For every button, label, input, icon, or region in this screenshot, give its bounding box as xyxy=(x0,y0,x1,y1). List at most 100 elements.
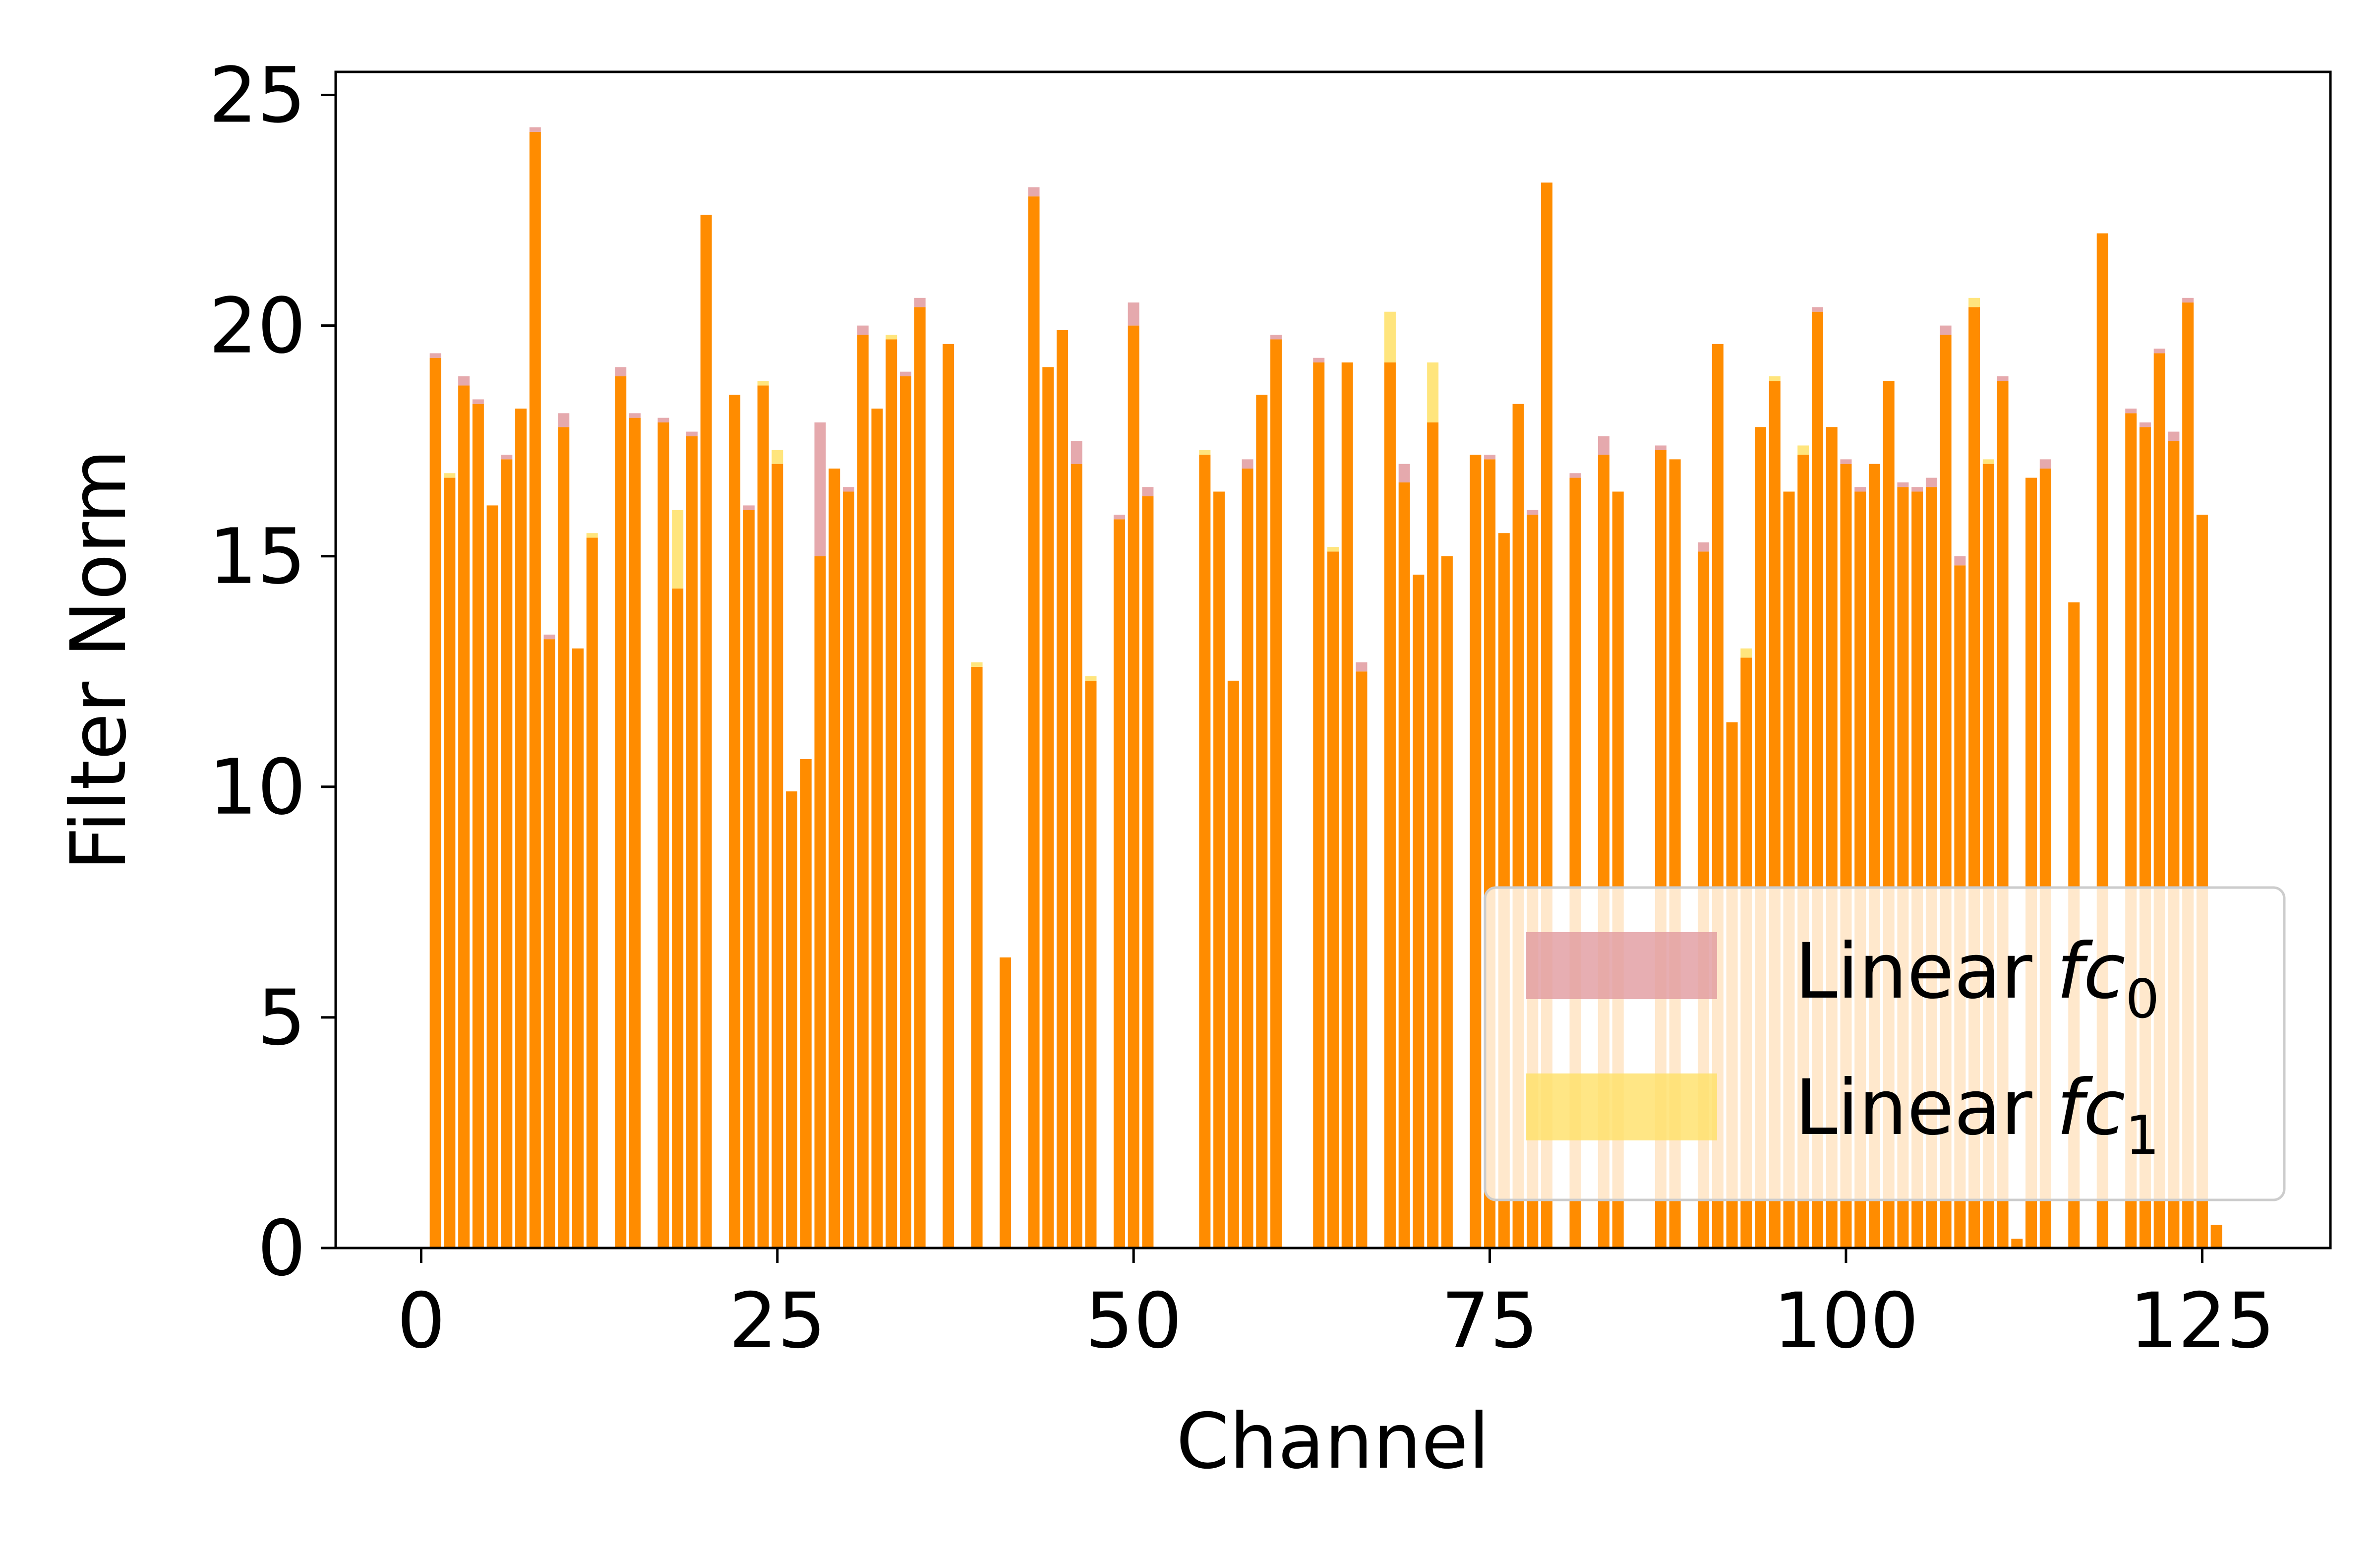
bars-layer xyxy=(429,127,2222,1249)
bar-overlap xyxy=(1356,671,1368,1248)
bar-overlap xyxy=(743,510,755,1248)
bar-overlap xyxy=(1227,680,1239,1248)
y-tick-label: 5 xyxy=(257,974,306,1063)
bar-overlap xyxy=(615,376,627,1249)
legend-swatch-fc0 xyxy=(1526,932,1717,999)
bar-fc0-excess xyxy=(1569,473,1581,478)
legend-label-fc0-sub: 0 xyxy=(2125,968,2159,1030)
bar-fc1-excess xyxy=(1968,298,1980,307)
bar-fc0-excess xyxy=(686,431,698,436)
bar-overlap xyxy=(1128,325,1139,1248)
bar-fc0-excess xyxy=(1028,187,1040,197)
bar-fc0-excess xyxy=(472,399,484,404)
bar-overlap xyxy=(899,376,911,1249)
bar-fc0-excess xyxy=(1242,459,1253,469)
bar-overlap xyxy=(943,344,954,1248)
x-tick-label: 75 xyxy=(1441,1277,1539,1366)
bar-overlap xyxy=(1000,957,1012,1248)
legend-label-fc1-sub: 1 xyxy=(2125,1105,2159,1167)
bar-fc0-excess xyxy=(501,455,513,460)
legend-swatch-fc1 xyxy=(1526,1073,1717,1140)
bar-fc0-excess xyxy=(2168,431,2180,441)
bar-overlap xyxy=(757,385,769,1248)
legend-label-fc0: Linear fc0 xyxy=(1795,927,2159,1030)
bar-overlap xyxy=(458,385,470,1248)
bar-overlap xyxy=(529,131,541,1249)
bar-fc0-excess xyxy=(857,325,869,335)
x-tick-label: 100 xyxy=(1773,1277,1919,1366)
plot-frame xyxy=(334,70,2332,1250)
bar-fc0-excess xyxy=(657,417,669,422)
bar-overlap xyxy=(1213,491,1225,1248)
bar-overlap xyxy=(1256,395,1268,1248)
bar-overlap xyxy=(558,427,570,1248)
bar-fc1-excess xyxy=(586,533,598,538)
bar-fc0-excess xyxy=(1925,477,1937,487)
bar-fc0-excess xyxy=(1997,376,2009,381)
bar-overlap xyxy=(1071,464,1082,1249)
legend-label-fc0-text: Linear xyxy=(1795,927,2057,1016)
bar-overlap xyxy=(501,459,513,1248)
bar-fc0-excess xyxy=(2153,349,2165,354)
bar-fc0-excess xyxy=(429,353,441,358)
bar-fc1-excess xyxy=(1797,445,1809,455)
bar-overlap xyxy=(871,409,883,1248)
bar-fc0-excess xyxy=(1854,487,1866,492)
bar-fc0-excess xyxy=(615,367,627,376)
bar-fc0-excess xyxy=(2182,298,2194,303)
x-axis-ticks: 0 25 50 75 100 125 xyxy=(397,1248,2275,1366)
bar-overlap xyxy=(686,436,698,1248)
x-axis-label: Channel xyxy=(1176,1397,1489,1486)
bar-overlap xyxy=(657,422,669,1249)
bar-fc1-excess xyxy=(1740,648,1752,658)
bar-overlap xyxy=(2011,1239,2023,1248)
y-tick-label: 10 xyxy=(209,743,306,832)
bar-fc0-excess xyxy=(1940,325,1952,335)
bar-fc0-excess xyxy=(1142,487,1154,496)
bar-fc0-excess xyxy=(558,413,570,427)
bar-overlap xyxy=(729,395,741,1248)
bar-overlap xyxy=(886,339,897,1248)
y-tick-label: 25 xyxy=(209,52,306,140)
bar-overlap xyxy=(1470,455,1482,1248)
x-tick-label: 0 xyxy=(397,1277,445,1366)
bar-overlap xyxy=(515,409,527,1248)
bar-fc0-excess xyxy=(914,298,926,307)
bar-overlap xyxy=(1427,422,1439,1249)
bar-fc0-excess xyxy=(1655,445,1666,450)
bar-fc0-excess xyxy=(1840,459,1852,464)
y-tick-label: 0 xyxy=(257,1204,306,1293)
legend-label-fc1-text: Linear xyxy=(1795,1064,2057,1152)
bar-fc0-excess xyxy=(1398,464,1410,482)
bar-overlap xyxy=(1270,339,1282,1248)
bar-fc0-excess xyxy=(1954,556,1966,566)
bar-overlap xyxy=(1142,496,1154,1248)
x-tick-label: 50 xyxy=(1085,1277,1182,1366)
bar-overlap xyxy=(429,357,441,1248)
bar-overlap xyxy=(1199,455,1211,1248)
bar-fc0-excess xyxy=(543,634,555,640)
bar-overlap xyxy=(814,556,826,1248)
x-tick-label: 25 xyxy=(729,1277,826,1366)
bar-overlap xyxy=(1242,468,1253,1248)
bar-fc0-excess xyxy=(1598,436,1609,455)
bar-fc0-excess xyxy=(1071,441,1082,464)
bar-overlap xyxy=(1085,680,1097,1248)
bar-overlap xyxy=(1113,519,1125,1248)
bar-fc1-excess xyxy=(886,335,897,340)
bar-overlap xyxy=(1313,362,1325,1248)
bar-fc1-excess xyxy=(672,510,684,589)
bar-overlap xyxy=(1028,196,1040,1249)
bar-overlap xyxy=(672,588,684,1248)
bar-fc0-excess xyxy=(1812,307,1824,312)
bar-overlap xyxy=(543,639,555,1248)
bar-fc0-excess xyxy=(2125,409,2137,414)
bar-overlap xyxy=(971,666,983,1248)
bar-fc0-excess xyxy=(1128,302,1139,326)
bar-overlap xyxy=(1057,330,1069,1249)
bar-fc0-excess xyxy=(899,371,911,376)
bar-fc1-excess xyxy=(444,473,456,478)
legend-label-fc0-math: fc xyxy=(2057,927,2126,1016)
bar-overlap xyxy=(772,464,783,1249)
